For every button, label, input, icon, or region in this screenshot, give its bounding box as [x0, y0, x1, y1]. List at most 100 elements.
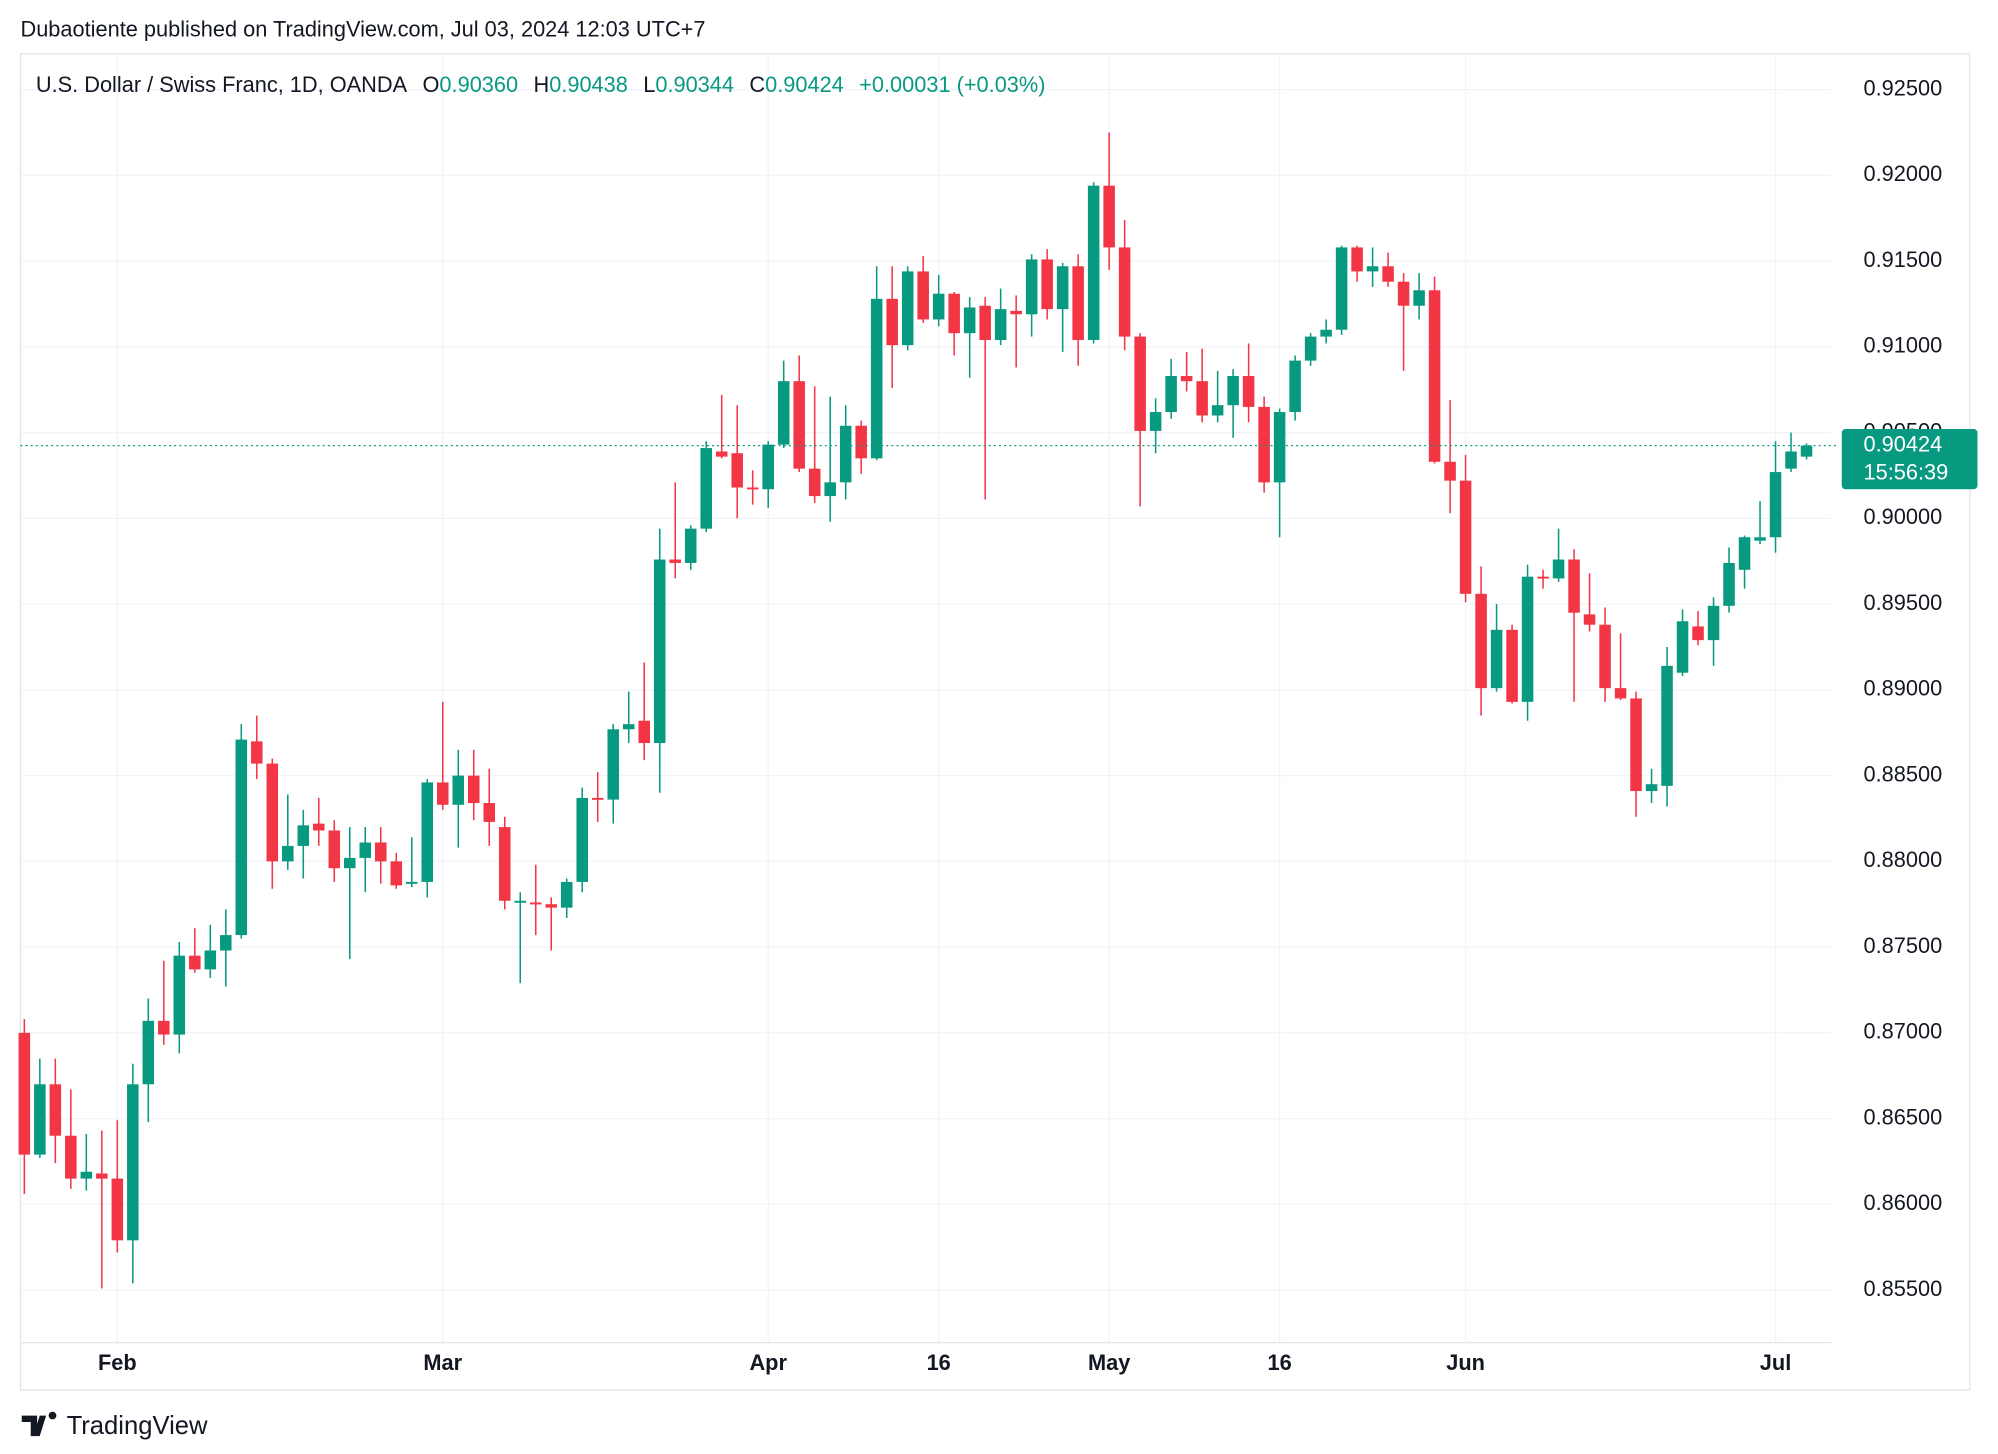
candle-body [591, 797, 604, 800]
candle-body [1289, 360, 1301, 413]
candle-body [1056, 266, 1069, 310]
candle-body [49, 1084, 62, 1136]
candle-body [622, 724, 635, 730]
candle-body [684, 528, 697, 563]
candle-body [1723, 562, 1735, 606]
y-tick-label: 0.89500 [1864, 590, 1943, 615]
candle-body [762, 444, 774, 490]
candle-body [1583, 614, 1596, 625]
candle-body [1521, 576, 1534, 702]
candle-body [932, 293, 945, 320]
candle-body [731, 453, 743, 488]
candle-body [514, 900, 527, 903]
candle-body [1769, 472, 1782, 538]
candle-body [886, 298, 898, 346]
legend-change: +0.00031 (+0.03%) [859, 72, 1045, 97]
candle-body [560, 881, 573, 908]
y-tick-label: 0.90000 [1864, 504, 1943, 529]
candle-body [436, 782, 449, 805]
overlay: 0.90424 15:56:39 [20, 429, 1978, 490]
x-tick-label: Jul [1760, 1350, 1791, 1375]
candle-body [638, 720, 650, 744]
candle-body [870, 298, 883, 459]
candle-body [1459, 480, 1472, 594]
legend-value: 0.90438 [549, 72, 628, 97]
tradingview-logo: TradingView [21, 1411, 208, 1440]
countdown-label: 15:56:39 [1864, 460, 1949, 485]
candle-body [669, 559, 681, 563]
y-tick-label: 0.89000 [1864, 676, 1943, 701]
x-tick-label: Jun [1446, 1350, 1485, 1375]
candle-body [1490, 629, 1503, 689]
candle-body [1397, 281, 1410, 306]
candle-body [529, 902, 542, 905]
publisher: Dubaotiente published on TradingView.com… [20, 16, 705, 41]
candle-body [607, 729, 619, 800]
candle-body [421, 782, 434, 882]
candle-body [1444, 461, 1456, 481]
candle-body [1738, 537, 1751, 570]
candle-body [1552, 559, 1565, 579]
candle-body [1475, 593, 1487, 689]
candle-body [917, 271, 929, 320]
candle-body [1614, 688, 1627, 699]
candle-body [1382, 266, 1394, 282]
candle-body [158, 1020, 170, 1035]
candle-body [1754, 537, 1766, 541]
symbol-legend: U.S. Dollar / Swiss Franc, 1D, OANDA O0.9… [36, 72, 1046, 97]
candle-body [653, 559, 666, 744]
candle-body [96, 1173, 108, 1179]
legend-value: 0.90344 [655, 72, 734, 97]
y-tick-label: 0.92000 [1864, 161, 1943, 186]
candle-body [700, 448, 712, 529]
candle-body [963, 307, 976, 334]
candle-body [715, 451, 728, 457]
candle-body [979, 305, 991, 341]
candle-body [1676, 621, 1689, 673]
candle-body [375, 842, 387, 862]
y-tick-label: 0.87000 [1864, 1019, 1943, 1044]
candle-body [1273, 412, 1286, 483]
candle-body [359, 842, 372, 858]
candle-body [34, 1084, 46, 1155]
candle-body [1428, 290, 1441, 462]
candle-body [1025, 259, 1038, 315]
y-tick-label: 0.86500 [1864, 1104, 1943, 1129]
candle-body [266, 763, 279, 862]
candle-body [1118, 247, 1131, 337]
candle-body [1366, 266, 1379, 272]
y-tick-label: 0.85500 [1864, 1276, 1943, 1301]
candle-body [1692, 626, 1704, 641]
candle-body [1165, 376, 1177, 413]
candle-body [390, 861, 403, 886]
candle-body [777, 381, 790, 445]
candle-body [1645, 784, 1658, 792]
candle-body [1707, 605, 1720, 641]
legend-value: 0.90360 [439, 72, 518, 97]
candle-body [1242, 376, 1255, 407]
candle-body [1800, 445, 1813, 457]
candle-body [220, 935, 232, 951]
candle-body [65, 1135, 77, 1179]
candle-body [1072, 266, 1084, 341]
candle-body [1413, 290, 1425, 306]
candle-body [1661, 665, 1673, 786]
candle-body [948, 293, 960, 334]
candle-body [142, 1020, 155, 1085]
legend-key: L [643, 72, 655, 97]
candle-body [1196, 381, 1208, 416]
last-price-label: 0.90424 [1864, 431, 1943, 456]
candle-body [282, 845, 294, 862]
y-tick-label: 0.92500 [1864, 75, 1943, 100]
last-price-box [1841, 429, 1978, 490]
candles [18, 132, 1813, 1289]
candle-body [452, 775, 465, 805]
candle-body [313, 823, 325, 831]
candle-body [1506, 629, 1518, 702]
logo-icon [21, 1411, 57, 1437]
candle-body [80, 1171, 93, 1179]
candle-body [808, 468, 821, 497]
candle-body [901, 271, 914, 346]
